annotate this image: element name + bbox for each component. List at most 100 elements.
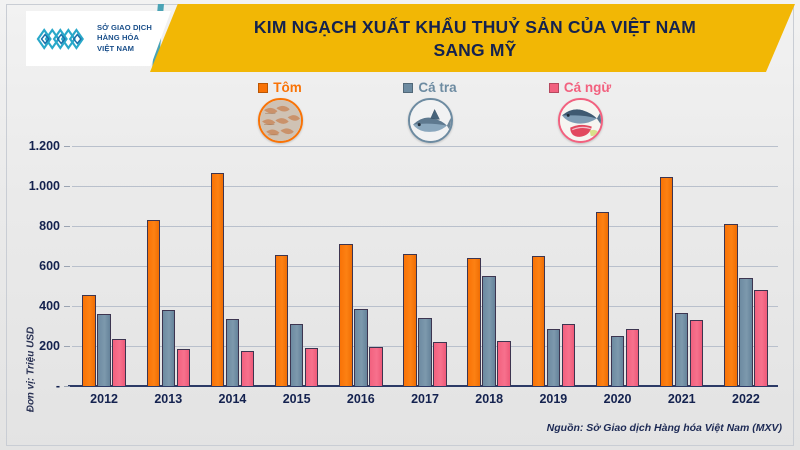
x-axis-label-2022: 2022 <box>732 392 760 406</box>
bar-cá-tra-2015[interactable] <box>289 324 304 386</box>
x-axis-label-2018: 2018 <box>475 392 504 406</box>
gridline <box>72 266 778 267</box>
x-axis-label-2013: 2013 <box>154 392 183 406</box>
bar-group-2013 <box>146 146 191 386</box>
bar-cá-tra-2018[interactable] <box>482 276 496 386</box>
y-axis-tick-label: 800 <box>39 219 60 233</box>
bar-cá-tra-2021[interactable] <box>674 313 689 386</box>
y-axis-tick <box>64 226 70 227</box>
y-axis-tick <box>64 306 70 307</box>
bar-group-2021 <box>659 146 704 386</box>
bar-tôm-2012[interactable] <box>82 295 96 386</box>
bar-cá-ngừ-2022[interactable] <box>754 290 768 386</box>
logo: SỞ GIAO DỊCH HÀNG HÓA VIỆT NAM <box>26 11 171 66</box>
x-axis-label-2021: 2021 <box>667 392 696 406</box>
legend: Tôm Cá tra Cá ngừ <box>0 80 800 148</box>
plot-area: 2012 2013 2014 2015 2016 2017 2018 2019 2020 2021… <box>64 146 778 406</box>
gridline <box>72 186 778 187</box>
gridline <box>72 226 778 227</box>
header: KIM NGẠCH XUẤT KHẨU THUỶ SẢN CỦA VIỆT NA… <box>0 4 800 76</box>
bar-tôm-2022[interactable] <box>724 224 738 386</box>
bar-tôm-2018[interactable] <box>467 258 481 386</box>
x-axis-label-2020: 2020 <box>603 392 632 406</box>
legend-swatch-icon <box>258 82 269 93</box>
bar-cá-tra-2016[interactable] <box>354 309 368 386</box>
title-banner <box>150 4 795 72</box>
bar-cá-tra-2013[interactable] <box>161 310 176 386</box>
y-axis-tick-label: 1.000 <box>28 179 60 193</box>
bar-tôm-2017[interactable] <box>403 254 417 386</box>
bar-cá-ngừ-2013[interactable] <box>176 349 191 386</box>
legend-item-cá-ngừ[interactable]: Cá ngừ <box>505 80 655 143</box>
legend-row: Tôm <box>205 80 355 95</box>
y-axis-tick <box>64 186 70 187</box>
bar-group-2020 <box>595 146 640 386</box>
pangasius-photo <box>407 98 453 143</box>
y-axis-tick <box>64 386 70 387</box>
logo-text: SỞ GIAO DỊCH HÀNG HÓA VIỆT NAM <box>97 23 152 54</box>
bar-cá-ngừ-2014[interactable] <box>240 351 255 386</box>
bar-group-2014 <box>210 146 255 386</box>
bar-cá-ngừ-2016[interactable] <box>369 347 383 386</box>
y-axis-tick-label: 200 <box>39 339 60 353</box>
bar-tôm-2013[interactable] <box>146 220 161 386</box>
legend-row: Cá tra <box>355 80 505 95</box>
bar-tôm-2021[interactable] <box>659 177 674 386</box>
y-axis: Đơn vị: Triệu USD - 200 400 600 800 1.000 1.20… <box>0 139 66 412</box>
y-axis-tick-label: - <box>55 379 60 393</box>
bar-group-2015 <box>274 146 319 386</box>
y-axis-tick-label: 600 <box>39 259 60 273</box>
bar-group-2018 <box>467 146 511 386</box>
x-axis-label-2017: 2017 <box>411 392 439 406</box>
legend-item-tôm[interactable]: Tôm <box>205 80 355 143</box>
x-axis-label-2012: 2012 <box>90 392 118 406</box>
mxv-logo-icon <box>36 27 84 50</box>
logo-line-2: HÀNG HÓA <box>97 33 140 43</box>
bar-tôm-2019[interactable] <box>531 255 546 386</box>
shrimp-photo <box>257 98 303 143</box>
bar-group-2022 <box>724 146 768 386</box>
bar-cá-ngừ-2019[interactable] <box>561 324 576 386</box>
y-axis-tick-label: 400 <box>39 299 60 313</box>
bar-cá-ngừ-2021[interactable] <box>689 320 704 386</box>
bar-cá-tra-2020[interactable] <box>610 336 625 386</box>
legend-swatch-icon <box>403 82 414 93</box>
bar-cá-ngừ-2018[interactable] <box>497 341 511 386</box>
y-axis-title: Đơn vị: Triệu USD <box>25 326 37 413</box>
bar-cá-ngừ-2012[interactable] <box>112 338 126 386</box>
legend-row: Cá ngừ <box>505 80 655 95</box>
gridline <box>72 146 778 147</box>
legend-item-cá-tra[interactable]: Cá tra <box>355 80 505 143</box>
bar-cá-tra-2017[interactable] <box>418 318 432 386</box>
y-axis-tick <box>64 146 70 147</box>
bar-cá-tra-2019[interactable] <box>546 329 561 386</box>
bar-group-2019 <box>531 146 576 386</box>
legend-label: Cá ngừ <box>563 80 612 95</box>
bar-tôm-2020[interactable] <box>595 212 610 386</box>
x-axis-label-2019: 2019 <box>539 392 568 406</box>
bar-tôm-2016[interactable] <box>339 244 353 386</box>
bar-group-2017 <box>403 146 447 386</box>
title-line-2: SANG MỸ <box>433 39 517 60</box>
y-axis-tick-label: 1.200 <box>28 139 60 153</box>
logo-line-1: SỞ GIAO DỊCH <box>97 23 152 33</box>
bar-group-2016 <box>339 146 383 386</box>
bar-cá-tra-2012[interactable] <box>97 314 111 386</box>
bar-tôm-2015[interactable] <box>274 255 289 386</box>
bar-cá-tra-2014[interactable] <box>225 319 240 386</box>
page-title: KIM NGẠCH XUẤT KHẨU THUỶ SẢN CỦA VIỆT NA… <box>170 16 780 62</box>
bar-cá-tra-2022[interactable] <box>739 278 753 386</box>
y-axis-tick <box>64 346 70 347</box>
x-axis-label-2015: 2015 <box>282 392 311 406</box>
bar-tôm-2014[interactable] <box>210 173 225 386</box>
bar-cá-ngừ-2015[interactable] <box>304 348 319 386</box>
x-axis-label-2016: 2016 <box>346 392 375 406</box>
legend-label: Tôm <box>273 80 302 95</box>
bar-cá-ngừ-2017[interactable] <box>433 341 447 386</box>
tuna-photo <box>557 98 603 143</box>
bar-cá-ngừ-2020[interactable] <box>625 329 640 386</box>
source-note: Nguồn: Sở Giao dịch Hàng hóa Việt Nam (M… <box>546 422 782 434</box>
x-axis-label-2014: 2014 <box>218 392 247 406</box>
y-axis-tick <box>64 266 70 267</box>
